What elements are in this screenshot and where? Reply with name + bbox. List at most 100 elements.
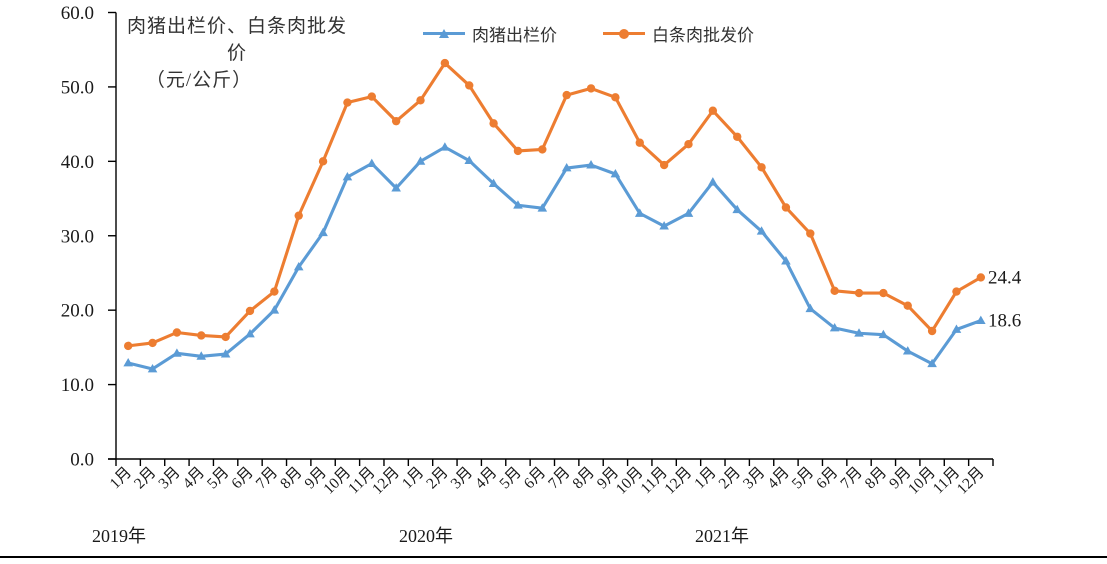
x-tick-label: 6月: [228, 464, 256, 492]
circle-marker-icon: [221, 332, 230, 342]
circle-marker-icon: [562, 90, 571, 100]
y-tick-label: 50.0: [61, 77, 94, 98]
x-tick-label: 8月: [277, 464, 305, 492]
x-tick-label: 1月: [399, 464, 427, 492]
x-tick-label: 5月: [204, 464, 232, 492]
circle-marker-icon: [391, 116, 401, 126]
circle-marker-icon: [465, 81, 474, 90]
triangle-marker-icon: [878, 329, 889, 339]
triangle-marker-icon: [464, 155, 475, 164]
triangle-marker-icon: [854, 328, 864, 337]
triangle-marker-icon: [488, 178, 499, 188]
year-label: 2021年: [695, 526, 749, 546]
circle-marker-icon: [148, 338, 157, 348]
triangle-marker-icon: [196, 351, 207, 360]
y-tick-label: 30.0: [61, 226, 94, 247]
triangle-marker-icon: [805, 303, 816, 313]
triangle-marker-icon: [829, 323, 840, 332]
chart-title-line1: 肉猪出栏价、白条肉批发价: [126, 16, 347, 64]
triangle-marker-icon: [659, 221, 669, 230]
triangle-marker-icon: [537, 203, 548, 212]
circle-marker-icon: [318, 157, 328, 166]
x-tick-label: 4月: [472, 464, 500, 492]
circle-marker-icon: [538, 145, 547, 154]
line-circle-marker-icon: [603, 28, 645, 39]
x-tick-label: 2月: [716, 464, 744, 492]
circle-marker-icon: [708, 106, 718, 115]
x-tick-label: 2月: [423, 464, 451, 492]
x-tick-label: 3月: [740, 464, 768, 492]
year-label: 2019年: [92, 526, 146, 546]
legend-item-live-pig-price: 肉猪出栏价: [423, 21, 557, 46]
y-tick-label: 40.0: [61, 152, 94, 173]
circle-marker-icon: [903, 301, 912, 310]
year-label: 2020年: [399, 526, 453, 546]
x-tick-label: 2月: [131, 464, 159, 492]
circle-marker-icon: [416, 96, 425, 105]
x-tick-label: 3月: [155, 464, 183, 492]
x-tick-label: 5月: [496, 464, 524, 492]
x-tick-label: 12月: [369, 464, 403, 498]
circle-marker-icon: [440, 58, 450, 68]
circle-marker-icon: [781, 203, 791, 212]
x-tick-label: 12月: [661, 464, 695, 498]
circle-marker-icon: [830, 286, 839, 296]
triangle-marker-icon: [951, 324, 962, 333]
triangle-marker-icon: [147, 363, 158, 373]
x-tick-label: 8月: [862, 464, 890, 492]
circle-marker-icon: [245, 306, 255, 316]
legend-item-carcass-wholesale-price: 白条肉批发价: [603, 21, 754, 46]
circle-marker-icon: [294, 211, 303, 220]
x-tick-label: 3月: [448, 464, 476, 492]
x-tick-label: 1月: [691, 464, 719, 492]
circle-marker-icon: [879, 288, 888, 298]
circle-marker-icon: [367, 92, 376, 101]
circle-marker-icon: [684, 140, 693, 149]
circle-marker-icon: [513, 146, 523, 156]
x-tick-label: 7月: [253, 464, 281, 492]
triangle-marker-icon: [683, 208, 694, 217]
x-tick-label: 8月: [569, 464, 597, 492]
triangle-marker-icon: [172, 348, 182, 357]
x-tick-label: 6月: [521, 464, 549, 492]
y-tick-label: 60.0: [61, 3, 94, 24]
circle-marker-icon: [635, 138, 644, 147]
x-tick-label: 1月: [107, 464, 135, 492]
x-tick-label: 4月: [764, 464, 792, 492]
triangle-marker-icon: [561, 163, 572, 172]
circle-marker-icon: [976, 273, 986, 282]
circle-marker-icon: [586, 84, 596, 93]
circle-marker-icon: [343, 98, 352, 107]
triangle-marker-icon: [440, 142, 450, 151]
circle-marker-icon: [489, 119, 498, 128]
x-tick-label: 4月: [180, 464, 208, 492]
triangle-marker-icon: [708, 177, 718, 186]
legend-label-live-pig-price: 肉猪出栏价: [472, 26, 557, 45]
circle-marker-icon: [927, 326, 937, 336]
chart-legend: 肉猪出栏价 白条肉批发价: [423, 21, 754, 46]
triangle-marker-icon: [634, 208, 645, 217]
triangle-marker-icon: [366, 158, 377, 167]
triangle-marker-icon: [513, 200, 523, 209]
x-tick-label: 5月: [789, 464, 817, 492]
chart-title: 肉猪出栏价、白条肉批发价 （元/公斤）: [121, 13, 353, 94]
triangle-marker-icon: [220, 349, 231, 358]
circle-marker-icon: [757, 163, 766, 172]
triangle-marker-icon: [976, 315, 986, 324]
circle-marker-icon: [197, 331, 206, 340]
circle-marker-icon: [172, 328, 182, 337]
triangle-marker-icon: [318, 227, 328, 237]
triangle-marker-icon: [586, 160, 596, 169]
series-line-肉猪出栏价: [126, 145, 983, 371]
triangle-marker-icon: [245, 328, 255, 338]
legend-label-carcass-wholesale-price: 白条肉批发价: [652, 26, 754, 45]
circle-marker-icon: [659, 160, 669, 170]
triangle-marker-icon: [927, 358, 937, 368]
series-line-白条肉批发价: [126, 61, 983, 348]
triangle-marker-icon: [732, 204, 743, 214]
y-tick-label: 0.0: [70, 450, 94, 471]
bottom-border-line: [0, 556, 1107, 558]
triangle-marker-icon: [902, 346, 913, 355]
